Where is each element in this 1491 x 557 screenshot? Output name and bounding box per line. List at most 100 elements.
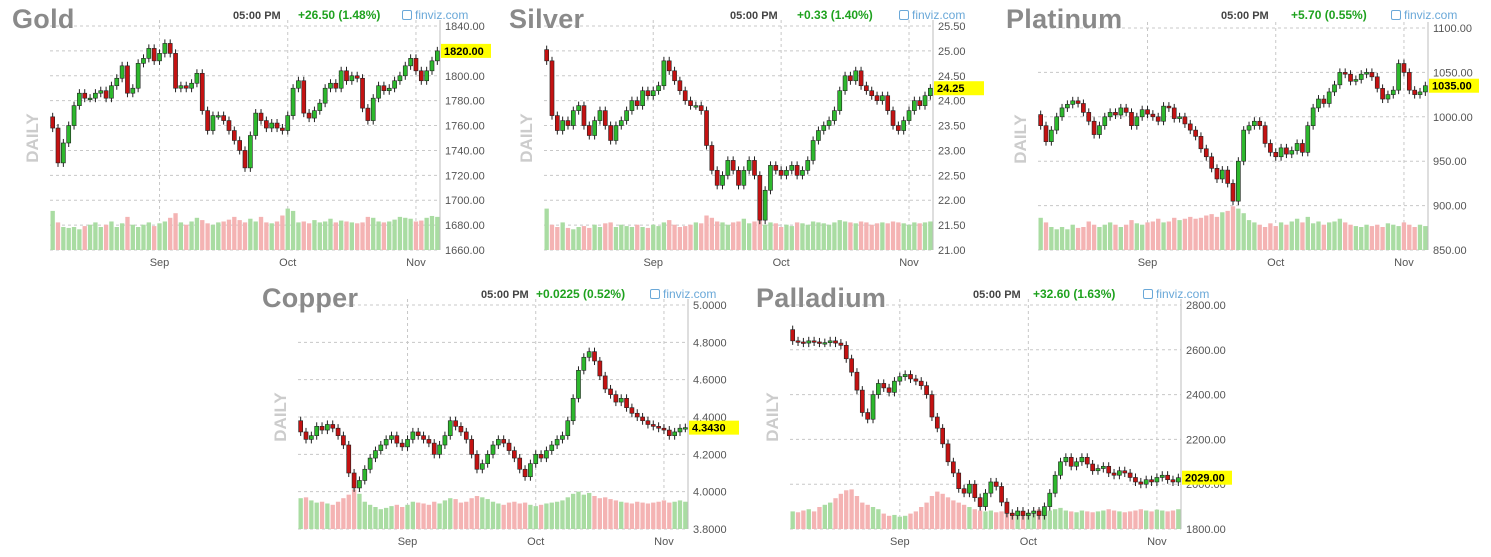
x-tick-label: Oct bbox=[527, 536, 544, 548]
candle bbox=[301, 76, 307, 118]
volume-bar bbox=[237, 220, 242, 250]
volume-bar bbox=[1364, 224, 1369, 250]
candle bbox=[597, 356, 603, 380]
volume-bar bbox=[667, 502, 672, 529]
candle bbox=[1198, 132, 1204, 153]
volume-bar bbox=[1118, 227, 1123, 250]
candle bbox=[1166, 102, 1172, 112]
candle-body bbox=[1038, 114, 1044, 126]
candle bbox=[141, 54, 146, 68]
timeframe-label: DAILY bbox=[23, 113, 42, 163]
candle-body bbox=[666, 429, 672, 436]
candle bbox=[1133, 473, 1138, 486]
candle bbox=[1123, 103, 1129, 117]
finviz-link[interactable]: finviz.com bbox=[1143, 287, 1209, 301]
candle bbox=[317, 99, 323, 115]
volume-bar bbox=[146, 222, 152, 250]
candle-body bbox=[725, 160, 731, 176]
candle bbox=[999, 482, 1004, 507]
candle bbox=[918, 377, 924, 390]
candle bbox=[1326, 87, 1332, 108]
volume-bar bbox=[1380, 227, 1385, 250]
volume-bar bbox=[1004, 513, 1010, 529]
y-tick-label: 23.00 bbox=[938, 145, 966, 157]
candle-body bbox=[544, 49, 549, 62]
candle bbox=[312, 106, 317, 123]
volume-bar bbox=[1144, 510, 1149, 529]
last-price-label: 1820.00 bbox=[444, 46, 484, 58]
candle bbox=[119, 61, 125, 83]
candle-body bbox=[431, 442, 437, 455]
chart-panel-gold: DAILY 1660.00 1680.00 1700.00 1720.00 1740.00… bbox=[0, 0, 497, 275]
candle-body bbox=[592, 120, 597, 136]
candle-body bbox=[141, 58, 146, 64]
volume-bar bbox=[522, 502, 528, 529]
volume-bar bbox=[135, 227, 141, 250]
finviz-link[interactable]: finviz.com bbox=[899, 8, 965, 22]
candle bbox=[624, 394, 629, 412]
candle bbox=[682, 423, 688, 433]
candle bbox=[1385, 90, 1391, 104]
finviz-link[interactable]: finviz.com bbox=[650, 287, 716, 301]
candle-body bbox=[576, 105, 581, 111]
volume-bar bbox=[844, 490, 849, 529]
candle-body bbox=[746, 160, 752, 171]
candle-body bbox=[474, 454, 480, 470]
y-tick-label: 25.00 bbox=[938, 46, 966, 58]
volume-bar bbox=[635, 224, 640, 250]
candle-body bbox=[426, 439, 432, 444]
volume-bar bbox=[709, 217, 715, 250]
candle bbox=[570, 106, 576, 130]
candle-body bbox=[410, 431, 416, 440]
candle bbox=[362, 465, 368, 485]
volume-bar bbox=[501, 504, 506, 529]
candle-body bbox=[1358, 73, 1364, 80]
candle-body bbox=[1058, 461, 1063, 476]
candle bbox=[581, 101, 587, 130]
candle bbox=[565, 116, 571, 130]
candle bbox=[389, 431, 394, 444]
finviz-link[interactable]: finviz.com bbox=[402, 8, 468, 22]
volume-bar bbox=[801, 510, 806, 529]
candle-body bbox=[1209, 156, 1214, 169]
candle bbox=[413, 54, 419, 75]
finviz-link[interactable]: finviz.com bbox=[1391, 8, 1457, 22]
candle bbox=[437, 440, 442, 459]
volume-bar bbox=[597, 498, 603, 529]
candle-body bbox=[865, 412, 870, 420]
volume-bar bbox=[1149, 511, 1154, 529]
candle-body bbox=[77, 92, 82, 106]
candle-body bbox=[924, 385, 929, 395]
y-tick-label: 1050.00 bbox=[1433, 67, 1473, 79]
volume-bar bbox=[842, 221, 848, 250]
y-tick-label: 1800.00 bbox=[445, 71, 485, 83]
candle-body bbox=[130, 87, 136, 94]
candle bbox=[961, 484, 967, 498]
timeframe-label: DAILY bbox=[1011, 114, 1030, 164]
volume-bar bbox=[1074, 512, 1079, 529]
volume-bar bbox=[119, 223, 125, 250]
volume-bar bbox=[945, 497, 951, 529]
candle bbox=[826, 116, 832, 130]
candle-body bbox=[983, 492, 988, 507]
volume-bar bbox=[496, 503, 501, 529]
candle-body bbox=[125, 65, 130, 94]
volume-bar bbox=[435, 216, 440, 250]
candle bbox=[77, 89, 82, 110]
volume-bar bbox=[1396, 226, 1401, 250]
candle bbox=[258, 109, 264, 125]
volume-bar bbox=[303, 497, 309, 529]
candle-body bbox=[319, 426, 325, 431]
volume-bar bbox=[344, 221, 349, 250]
volume-bar bbox=[1134, 223, 1140, 250]
candle bbox=[1118, 103, 1124, 120]
volume-bar bbox=[130, 224, 135, 250]
candle bbox=[913, 374, 919, 386]
volume-bar bbox=[1049, 227, 1054, 250]
candle-body bbox=[645, 420, 651, 425]
candle-body bbox=[833, 340, 838, 344]
volume-bar bbox=[794, 222, 800, 250]
x-tick-label: Nov bbox=[899, 257, 919, 269]
candle bbox=[1079, 453, 1085, 466]
volume-bar bbox=[1161, 222, 1166, 250]
